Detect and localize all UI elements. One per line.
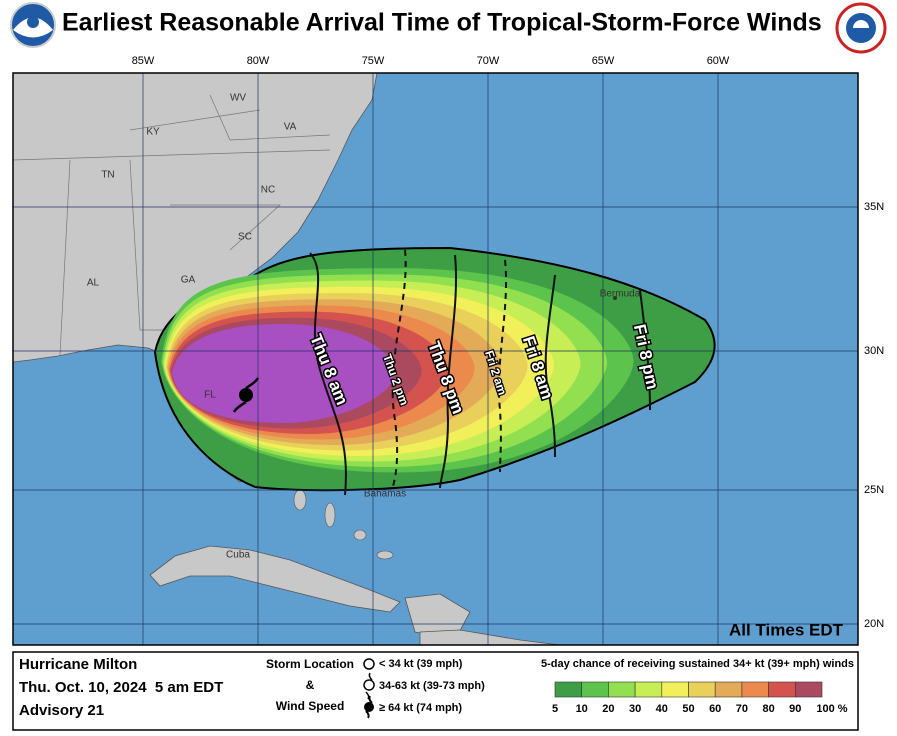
legend-swatch bbox=[741, 681, 769, 698]
noaa-logo bbox=[10, 2, 56, 48]
legend-label: 30 bbox=[629, 703, 641, 715]
lon-label: 65W bbox=[592, 55, 615, 67]
place-label: Bahamas bbox=[364, 489, 406, 500]
storm-marker bbox=[232, 377, 260, 413]
place-label: NC bbox=[261, 185, 275, 196]
lat-label: 20N bbox=[864, 618, 884, 630]
bermuda-dot bbox=[613, 296, 617, 300]
legend-swatch bbox=[608, 681, 636, 698]
lat-label: 25N bbox=[864, 484, 884, 496]
place-label: GA bbox=[181, 275, 196, 286]
place-label: KY bbox=[146, 127, 160, 138]
key-title: Wind Speed bbox=[276, 699, 345, 713]
storm-name: Hurricane Milton bbox=[19, 656, 137, 673]
lat-labels: 35N 30N 25N 20N bbox=[864, 201, 884, 630]
legend-swatch bbox=[768, 681, 796, 698]
lon-label: 70W bbox=[477, 55, 500, 67]
key-icon bbox=[365, 695, 373, 719]
legend-label: 90 bbox=[789, 703, 801, 715]
cuba bbox=[149, 545, 401, 613]
lon-label: 80W bbox=[247, 55, 270, 67]
place-label: VA bbox=[284, 122, 297, 133]
cone-layer bbox=[172, 324, 395, 423]
key-icon bbox=[363, 658, 375, 670]
place-label: AL bbox=[87, 278, 100, 289]
legend-title: 5-day chance of receiving sustained 34+ … bbox=[541, 658, 854, 670]
legend-swatch bbox=[634, 681, 663, 698]
lat-label: 35N bbox=[864, 201, 884, 213]
legend-swatch bbox=[714, 681, 743, 698]
map: KY WV VA TN NC SC GA AL FL Cuba Bahamas … bbox=[13, 73, 858, 645]
advisory-date: Thu. Oct. 10, 2024 5 am EDT bbox=[19, 679, 223, 696]
time-contours bbox=[309, 249, 651, 496]
legend-swatch bbox=[581, 681, 609, 698]
lon-label: 75W bbox=[362, 55, 385, 67]
legend-label: 50 bbox=[682, 703, 694, 715]
map-frame bbox=[12, 72, 859, 646]
legend-label: 40 bbox=[656, 703, 668, 715]
lon-label: 60W bbox=[707, 55, 730, 67]
place-label: FL bbox=[204, 390, 216, 401]
place-label: SC bbox=[238, 232, 252, 243]
place-label: Bermuda bbox=[600, 289, 641, 300]
nws-logo bbox=[835, 2, 887, 54]
key-item: 34-63 kt (39-73 mph) bbox=[379, 680, 485, 692]
key-item: ≥ 64 kt (74 mph) bbox=[379, 702, 462, 714]
legend-label: 20 bbox=[602, 703, 614, 715]
legend-swatch bbox=[794, 681, 823, 698]
lon-label: 85W bbox=[132, 55, 155, 67]
bahamas bbox=[293, 489, 394, 560]
legend: 5 10 20 30 40 50 60 70 80 90 100 % bbox=[552, 681, 848, 715]
legend-label: 10 bbox=[576, 703, 588, 715]
puerto-rico bbox=[419, 629, 561, 645]
graticule bbox=[13, 73, 858, 645]
key-icon bbox=[364, 702, 374, 712]
legend-swatch bbox=[661, 681, 689, 698]
key-title: Storm Location bbox=[266, 657, 354, 671]
legend-swatch bbox=[554, 681, 583, 698]
lon-labels: 85W 80W 75W 70W 65W 60W bbox=[132, 55, 730, 67]
times-note: All Times EDT bbox=[729, 620, 844, 639]
place-label: Cuba bbox=[226, 550, 250, 561]
hispaniola bbox=[404, 593, 471, 641]
legend-label: 5 bbox=[552, 703, 558, 715]
legend-label: 60 bbox=[709, 703, 721, 715]
key-icon bbox=[363, 672, 375, 700]
advisory-number: Advisory 21 bbox=[19, 702, 104, 719]
place-label: WV bbox=[230, 93, 246, 104]
place-label: TN bbox=[101, 170, 114, 181]
title: Earliest Reasonable Arrival Time of Trop… bbox=[62, 9, 822, 37]
key-item: < 34 kt (39 mph) bbox=[379, 658, 463, 670]
key-amp: & bbox=[306, 678, 315, 692]
legend-label: 100 % bbox=[816, 703, 847, 715]
legend-label: 70 bbox=[736, 703, 748, 715]
legend-label: 80 bbox=[762, 703, 774, 715]
legend-swatch bbox=[688, 681, 716, 698]
lat-label: 30N bbox=[864, 345, 884, 357]
